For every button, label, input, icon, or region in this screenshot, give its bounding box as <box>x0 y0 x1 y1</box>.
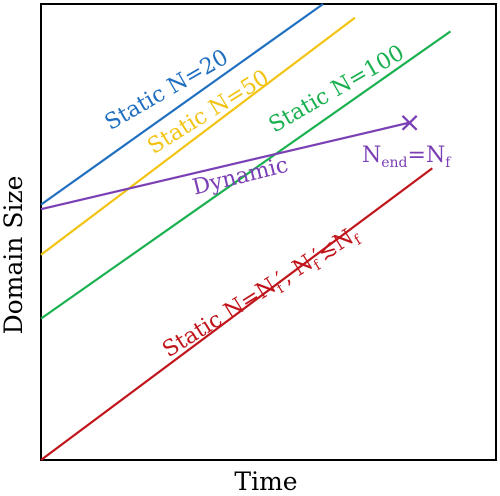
plot-frame <box>40 3 497 461</box>
series-line-0 <box>40 3 324 206</box>
n-end-subscript: end <box>381 155 407 171</box>
end-marker: × <box>398 106 421 139</box>
series-line-4 <box>40 167 433 461</box>
series-layer: × <box>40 3 452 461</box>
static-nf-a: Static N=N <box>158 273 281 363</box>
label-static-nf: Static N=Nf′, Nf′≲Nf <box>158 221 366 365</box>
series-line-2 <box>40 30 452 320</box>
label-n-end: Nend=Nf <box>362 143 452 171</box>
n-end-base: N <box>362 143 381 168</box>
n-end-subscript-f: f <box>445 155 452 171</box>
n-end-equals: =N <box>408 143 446 168</box>
series-line-1 <box>40 16 356 256</box>
label-dynamic: Dynamic <box>190 153 291 201</box>
label-static-n100: Static N=100 <box>265 41 409 139</box>
x-axis-label: Time <box>234 467 297 496</box>
y-axis-label: Domain Size <box>0 176 28 335</box>
series-line-3 <box>40 121 410 211</box>
